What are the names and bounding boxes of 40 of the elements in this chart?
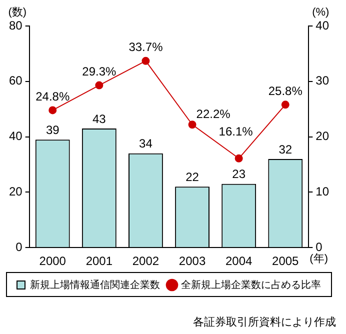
x-tick-label: 2003 [178,254,206,268]
point [234,154,243,162]
y-axis-title: (数) [8,6,27,19]
y-tick-label: 80 [8,18,23,32]
y2-axis-title: (%) [312,6,330,19]
point [281,100,290,109]
data-label: 39 [46,122,60,137]
x-tick-label: 2005 [272,254,300,268]
data-label: 43 [92,112,106,126]
y-tick-label: 0 [16,240,23,254]
x-axis-title: (年) [310,253,328,266]
point [95,81,104,90]
x-tick-label: 2002 [132,254,160,268]
data-label: 16.1% [218,124,254,139]
y2-tick-label: 10 [316,184,330,199]
data-label: 24.8% [36,90,70,104]
text: 各証券取引所資料により作成 [193,316,336,329]
data-label: 23 [232,167,246,182]
point [142,56,150,65]
data-label: 34 [139,136,153,151]
y2-tick-label: 0 [316,240,323,254]
data-label: 25.8% [268,84,303,98]
data-label: 22.2% [196,106,231,121]
data-label: 29.3% [82,64,117,79]
data-label: 32 [278,142,292,156]
y2-tick-label: 30 [316,74,330,88]
y-tick-label: 60 [8,74,23,88]
y-tick-label: 40 [8,129,23,144]
y-tick-label: 20 [8,184,23,199]
x-tick-label: 2001 [86,254,113,268]
data-label: 22 [186,170,200,184]
legend-label: 全新規上場企業数に占める比率 [181,278,321,291]
point [188,120,196,129]
x-tick-label: 2004 [225,254,252,268]
legend-label: 新規上場情報通信関連企業数 [30,278,160,291]
data-label: 33.7% [128,40,164,54]
point [48,106,57,114]
y2-tick-label: 20 [316,129,330,144]
x-tick-label: 2000 [39,254,66,268]
y2-tick-label: 40 [316,18,330,32]
